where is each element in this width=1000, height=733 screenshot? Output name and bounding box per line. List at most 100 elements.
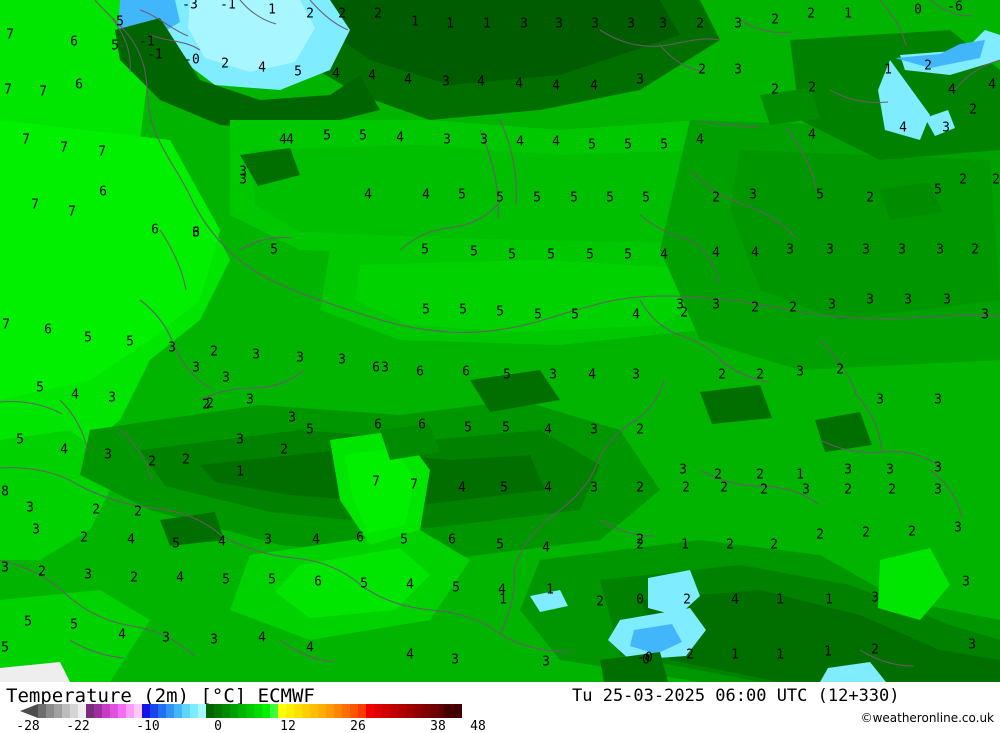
station-temperature-value: 5 bbox=[360, 576, 368, 592]
station-temperature-value: 1 bbox=[411, 14, 419, 30]
station-temperature-value: 5 bbox=[508, 247, 516, 263]
station-temperature-value: 3 bbox=[636, 72, 644, 88]
station-temperature-value: 5 bbox=[571, 307, 579, 323]
station-temperature-value: 1 bbox=[844, 6, 852, 22]
station-temperature-value: 4 bbox=[312, 532, 320, 548]
station-temperature-value: 2 bbox=[992, 172, 1000, 188]
station-temperature-value: 0 bbox=[636, 592, 644, 608]
station-temperature-value: 1 bbox=[268, 2, 276, 18]
station-temperature-value: 4 bbox=[808, 127, 816, 143]
station-temperature-value: 7 bbox=[31, 197, 39, 213]
station-temperature-value: 2 bbox=[130, 570, 138, 586]
color-swatch-20 bbox=[198, 704, 206, 718]
color-swatch-47 bbox=[414, 704, 422, 718]
station-temperature-value: 3 bbox=[934, 482, 942, 498]
station-temperature-value: 3 bbox=[828, 297, 836, 313]
station-temperature-value: 2 bbox=[714, 467, 722, 483]
station-temperature-value: 7 bbox=[372, 474, 380, 490]
color-scale-tick-0: -28 bbox=[16, 719, 40, 733]
station-temperature-value: 2 bbox=[596, 594, 604, 610]
page-title: Temperature (2m) [°C] ECMWF bbox=[6, 685, 315, 707]
station-temperature-value: 3 bbox=[632, 367, 640, 383]
station-temperature-value: 5 bbox=[534, 307, 542, 323]
station-temperature-value: 3 bbox=[904, 292, 912, 308]
station-temperature-value: 6 bbox=[99, 184, 107, 200]
station-temperature-value: 5 bbox=[496, 190, 504, 206]
station-temperature-value: 3 bbox=[676, 297, 684, 313]
station-temperature-value: 1 bbox=[884, 62, 892, 78]
color-swatch-16 bbox=[166, 704, 174, 718]
station-temperature-value: 2 bbox=[206, 396, 214, 412]
station-temperature-value: 2 bbox=[182, 452, 190, 468]
station-temperature-value: 3 bbox=[590, 480, 598, 496]
station-temperature-value: 1 bbox=[776, 647, 784, 663]
station-temperature-value: 6 bbox=[314, 574, 322, 590]
station-temperature-value: 4 bbox=[498, 582, 506, 598]
temperature-map[interactable]: 7 6 5 -1 -3 -1 1 2 2 2 1 1 1 3 3 3 3 3 2 3 2 2 1 0 -6 7 7 6 5 -1 -0 2 4 5… bbox=[0, 0, 1000, 682]
station-temperature-value: 5 bbox=[116, 14, 124, 30]
station-temperature-value: 3 bbox=[108, 390, 116, 406]
station-temperature-value: 4 bbox=[364, 187, 372, 203]
station-temperature-value: 5 bbox=[496, 537, 504, 553]
station-temperature-value: 2 bbox=[959, 172, 967, 188]
station-temperature-value: 4 bbox=[406, 577, 414, 593]
station-temperature-value: 3 bbox=[898, 242, 906, 258]
color-scale-tick-7: 48 bbox=[470, 719, 486, 733]
station-temperature-value: 3 bbox=[943, 292, 951, 308]
station-temperature-value: 7 bbox=[6, 27, 14, 43]
station-temperature-value: 3 bbox=[734, 62, 742, 78]
color-swatch-24 bbox=[230, 704, 238, 718]
station-temperature-value: 5 bbox=[934, 182, 942, 198]
station-temperature-value: 2 bbox=[280, 442, 288, 458]
station-temperature-value: 3 bbox=[480, 132, 488, 148]
station-temperature-value: -6 bbox=[947, 0, 963, 15]
station-temperature-value: 2 bbox=[683, 592, 691, 608]
station-temperature-value: 2 bbox=[862, 525, 870, 541]
station-temperature-value: 1 bbox=[731, 647, 739, 663]
station-temperature-value: 3 bbox=[862, 242, 870, 258]
station-temperature-value: 2 bbox=[924, 58, 932, 74]
station-temperature-value: 4 bbox=[544, 480, 552, 496]
color-scale-legend: -28 -22 -10 0 12 26 38 48 bbox=[16, 704, 486, 733]
station-temperature-value: 5 bbox=[503, 367, 511, 383]
color-swatch-12 bbox=[134, 704, 142, 718]
station-temperature-value: 3 bbox=[296, 350, 304, 366]
station-temperature-value: 3 bbox=[802, 482, 810, 498]
station-temperature-value: 4 bbox=[286, 132, 294, 148]
station-temperature-value: 5 bbox=[270, 242, 278, 258]
station-temperature-value: 2 bbox=[816, 527, 824, 543]
station-temperature-value: 2 bbox=[306, 6, 314, 22]
station-temperature-value: 2 bbox=[866, 190, 874, 206]
station-temperature-value: 4 bbox=[258, 60, 266, 76]
station-temperature-value: 3 bbox=[962, 574, 970, 590]
station-temperature-value: 5 bbox=[588, 137, 596, 153]
color-swatch-3 bbox=[62, 704, 70, 718]
station-temperature-value: 3 bbox=[876, 392, 884, 408]
station-temperature-value: 5 bbox=[606, 190, 614, 206]
station-temperature-value: 3 bbox=[442, 74, 450, 90]
station-temperature-value: 4 bbox=[71, 387, 79, 403]
station-temperature-value: 5 bbox=[268, 572, 276, 588]
station-temperature-value: -1 bbox=[147, 47, 163, 63]
station-temperature-value: 1 bbox=[236, 464, 244, 480]
station-temperature-value: 3 bbox=[734, 16, 742, 32]
station-temperature-value: 4 bbox=[552, 78, 560, 94]
station-temperature-value: 3 bbox=[1, 560, 9, 576]
station-temperature-value: 2 bbox=[871, 642, 879, 658]
station-temperature-value: 3 bbox=[936, 242, 944, 258]
station-temperature-value: 4 bbox=[588, 367, 596, 383]
station-temperature-value: 3 bbox=[555, 16, 563, 32]
color-swatch-36 bbox=[326, 704, 334, 718]
station-temperature-value: 3 bbox=[236, 432, 244, 448]
station-temperature-value: 3 bbox=[210, 632, 218, 648]
station-temperature-value: 3 bbox=[968, 637, 976, 653]
color-swatch-32 bbox=[294, 704, 302, 718]
color-swatch-27 bbox=[254, 704, 262, 718]
model-run-timestamp: Tu 25-03-2025 06:00 UTC (12+330) bbox=[572, 686, 900, 706]
station-temperature-value: 1 bbox=[776, 592, 784, 608]
station-temperature-value: 3 bbox=[26, 500, 34, 516]
station-temperature-value: 5 bbox=[570, 190, 578, 206]
station-temperature-value: 5 bbox=[421, 242, 429, 258]
station-temperature-value: 3 bbox=[192, 225, 200, 241]
